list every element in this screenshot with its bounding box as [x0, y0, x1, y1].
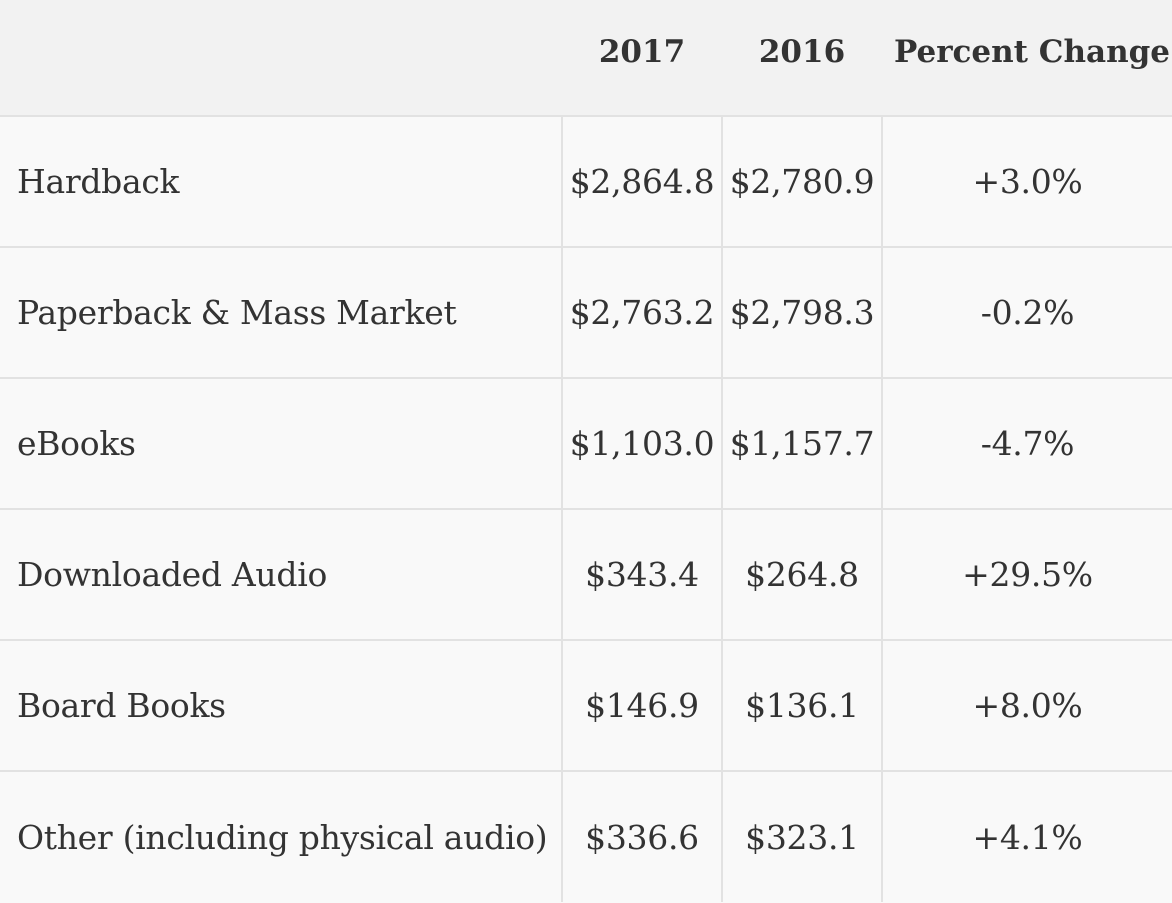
row-label: Hardback — [0, 116, 562, 248]
row-label: Board Books — [0, 640, 562, 772]
header-percent-change: Percent Change — [882, 0, 1172, 117]
table-row: Other (including physical audio) $336.6 … — [0, 771, 1172, 902]
value-2017: $2,864.8 — [561, 116, 722, 248]
row-label: eBooks — [0, 378, 562, 510]
row-label: Downloaded Audio — [0, 509, 562, 641]
value-2017: $146.9 — [561, 640, 722, 772]
table-row: Hardback $2,864.8 $2,780.9 +3.0% — [0, 116, 1172, 248]
value-2017: $343.4 — [561, 509, 722, 641]
table-row: eBooks $1,103.0 $1,157.7 -4.7% — [0, 378, 1172, 510]
percent-change: -4.7% — [881, 378, 1172, 510]
value-2016: $1,157.7 — [721, 378, 882, 510]
percent-change: +3.0% — [881, 116, 1172, 248]
value-2017: $2,763.2 — [561, 247, 722, 379]
percent-change: +4.1% — [881, 771, 1172, 902]
row-label: Paperback & Mass Market — [0, 247, 562, 379]
table-body: Hardback $2,864.8 $2,780.9 +3.0% Paperba… — [0, 116, 1172, 902]
percent-change: +29.5% — [881, 509, 1172, 641]
percent-change: -0.2% — [881, 247, 1172, 379]
table-row: Downloaded Audio $343.4 $264.8 +29.5% — [0, 509, 1172, 641]
value-2016: $323.1 — [721, 771, 882, 902]
row-label: Other (including physical audio) — [17, 817, 548, 857]
table-row: Paperback & Mass Market $2,763.2 $2,798.… — [0, 247, 1172, 379]
header-2017: 2017 — [562, 0, 722, 117]
header-2016: 2016 — [722, 0, 882, 117]
value-2017: $1,103.0 — [561, 378, 722, 510]
value-2016: $264.8 — [721, 509, 882, 641]
value-2016: $136.1 — [721, 640, 882, 772]
value-2017: $336.6 — [561, 771, 722, 902]
percent-change: +8.0% — [881, 640, 1172, 772]
header-format — [0, 0, 562, 117]
table-row: Board Books $146.9 $136.1 +8.0% — [0, 640, 1172, 772]
header-row: 2017 2016 Percent Change — [0, 0, 1172, 117]
value-2016: $2,780.9 — [721, 116, 882, 248]
value-2016: $2,798.3 — [721, 247, 882, 379]
table-header: 2017 2016 Percent Change — [0, 0, 1172, 117]
